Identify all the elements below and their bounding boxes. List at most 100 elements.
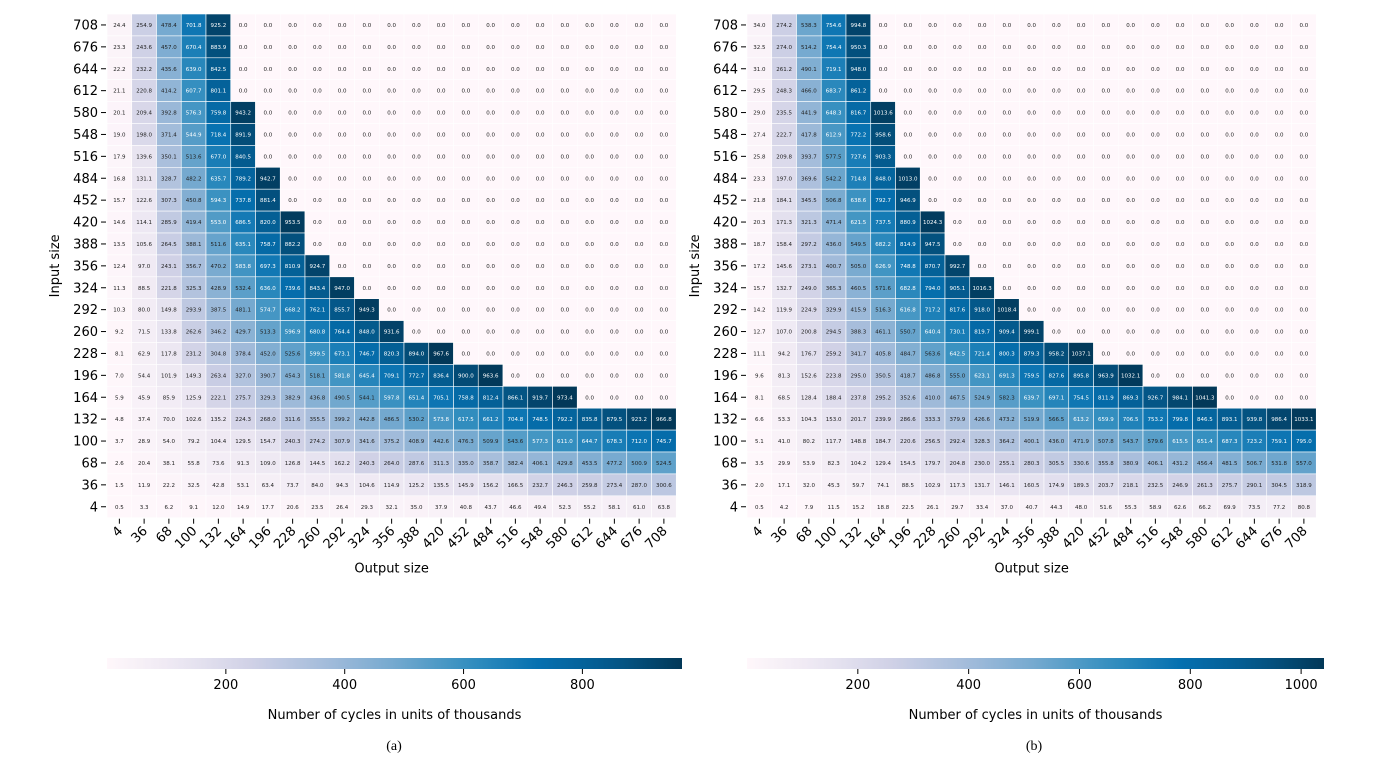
cell-value-label: 0.0 [1225, 132, 1234, 138]
cell-value-label: 0.0 [1003, 67, 1012, 73]
cell-value-label: 1013.6 [874, 111, 894, 117]
cell-value-label: 0.0 [1176, 308, 1185, 314]
cell-value-label: 378.4 [235, 351, 251, 357]
cell-value-label: 12.7 [753, 330, 766, 336]
cell-value-label: 128.4 [801, 395, 817, 401]
cell-value-label: 0.0 [561, 89, 570, 95]
cell-value-label: 62.9 [138, 351, 151, 357]
cell-value-label: 0.0 [462, 23, 471, 29]
cell-value-label: 0.0 [1275, 198, 1284, 204]
cell-value-label: 0.0 [412, 176, 421, 182]
colorbar-gradient [747, 658, 1324, 669]
cell-value-label: 0.0 [437, 330, 446, 336]
cell-value-label: 617.5 [458, 417, 474, 423]
cell-value-label: 38.1 [163, 461, 175, 467]
cell-value-label: 261.3 [1197, 483, 1213, 489]
cell-value-label: 0.0 [928, 23, 937, 29]
cell-value-label: 0.0 [1275, 395, 1284, 401]
y-tick-label: 452 [73, 194, 98, 209]
cell-value-label: 0.0 [1275, 330, 1284, 336]
panel-caption: (b) [1026, 739, 1043, 754]
cell-value-label: 811.9 [1098, 395, 1114, 401]
cell-value-label: 0.0 [1151, 242, 1160, 248]
cell-value-label: 0.0 [239, 89, 248, 95]
cell-value-label: 0.0 [1077, 23, 1086, 29]
cell-value-label: 264.5 [161, 242, 177, 248]
cell-value-label: 0.0 [437, 132, 446, 138]
cell-value-label: 0.0 [511, 111, 520, 117]
cell-value-label: 268.0 [260, 417, 276, 423]
x-axis-label: Output size [994, 562, 1069, 577]
cell-value-label: 0.0 [1003, 220, 1012, 226]
cell-value-label: 0.0 [1052, 264, 1061, 270]
cell-value-label: 341.7 [851, 351, 867, 357]
y-tick-label: 516 [73, 150, 98, 165]
cell-value-label: 0.0 [363, 220, 372, 226]
cell-value-label: 0.0 [585, 395, 594, 401]
cell-value-label: 23.5 [311, 505, 324, 511]
cell-value-label: 986.4 [1271, 417, 1287, 423]
cell-value-label: 0.0 [1201, 198, 1210, 204]
cell-value-label: 792.7 [875, 198, 891, 204]
y-axis: 708 676 644 612 580 548 516 484 452 420 388 356 324 2… [73, 18, 106, 515]
cell-value-label: 0.0 [561, 220, 570, 226]
cell-value-label: 0.0 [1077, 308, 1086, 314]
cell-value-label: 0.0 [635, 176, 644, 182]
cell-value-label: 0.0 [437, 198, 446, 204]
cell-value-label: 27.4 [753, 132, 766, 138]
cell-value-label: 333.3 [925, 417, 941, 423]
cell-value-label: 577.3 [532, 439, 548, 445]
cell-value-label: 894.0 [409, 351, 425, 357]
x-tick-label: 484 [469, 524, 497, 552]
panel-caption: (a) [386, 739, 402, 754]
cell-value-label: 0.0 [387, 220, 396, 226]
cell-value-label: 0.0 [953, 89, 962, 95]
cell-value-label: 369.6 [801, 176, 817, 182]
cell-value-label: 0.0 [1275, 45, 1284, 51]
cell-value-label: 0.0 [536, 198, 545, 204]
cell-value-label: 0.0 [1027, 111, 1036, 117]
cell-value-label: 0.0 [511, 198, 520, 204]
cell-value-label: 0.0 [1102, 242, 1111, 248]
cell-value-label: 239.9 [875, 417, 891, 423]
cell-value-label: 0.0 [1225, 111, 1234, 117]
heatmap-cell [651, 495, 677, 518]
cell-value-label: 0.0 [1225, 23, 1234, 29]
cell-value-label: 0.0 [1176, 286, 1185, 292]
cell-value-label: 484.7 [900, 351, 916, 357]
cell-value-label: 0.0 [1102, 45, 1111, 51]
cell-value-label: 0.0 [462, 308, 471, 314]
cell-value-label: 0.0 [1126, 45, 1135, 51]
cell-value-label: 222.1 [211, 395, 227, 401]
cell-value-label: 80.2 [803, 439, 815, 445]
y-tick-label: 132 [713, 413, 738, 428]
cell-value-label: 311.6 [285, 417, 301, 423]
cell-value-label: 37.0 [1001, 505, 1014, 511]
cell-value-label: 0.0 [313, 45, 322, 51]
cell-value-label: 0.0 [536, 351, 545, 357]
cell-value-label: 843.4 [310, 286, 326, 292]
cell-value-label: 255.1 [999, 461, 1015, 467]
cell-value-label: 0.0 [1102, 286, 1111, 292]
cell-value-label: 476.3 [458, 439, 474, 445]
cell-value-label: 905.1 [950, 286, 966, 292]
cell-value-label: 848.0 [359, 330, 375, 336]
cell-value-label: 0.0 [585, 89, 594, 95]
y-tick-label: 4 [730, 500, 738, 515]
cell-value-label: 380.9 [1123, 461, 1139, 467]
cell-value-label: 364.2 [999, 439, 1015, 445]
cell-value-label: 0.0 [511, 154, 520, 160]
cell-value-label: 506.8 [826, 198, 842, 204]
cell-value-label: 346.2 [211, 330, 227, 336]
cell-value-label: 235.5 [776, 111, 792, 117]
cell-value-label: 62.6 [1174, 505, 1187, 511]
cell-value-label: 43.7 [485, 505, 498, 511]
cell-value-label: 0.0 [1052, 67, 1061, 73]
x-tick-label: 612 [1208, 524, 1236, 552]
cell-value-label: 0.0 [1250, 45, 1259, 51]
cell-value-label: 218.1 [1123, 483, 1139, 489]
cell-value-label: 358.7 [483, 461, 499, 467]
cell-value-label: 246.9 [1172, 483, 1188, 489]
cell-value-label: 382.9 [285, 395, 301, 401]
cell-value-label: 0.0 [1275, 176, 1284, 182]
